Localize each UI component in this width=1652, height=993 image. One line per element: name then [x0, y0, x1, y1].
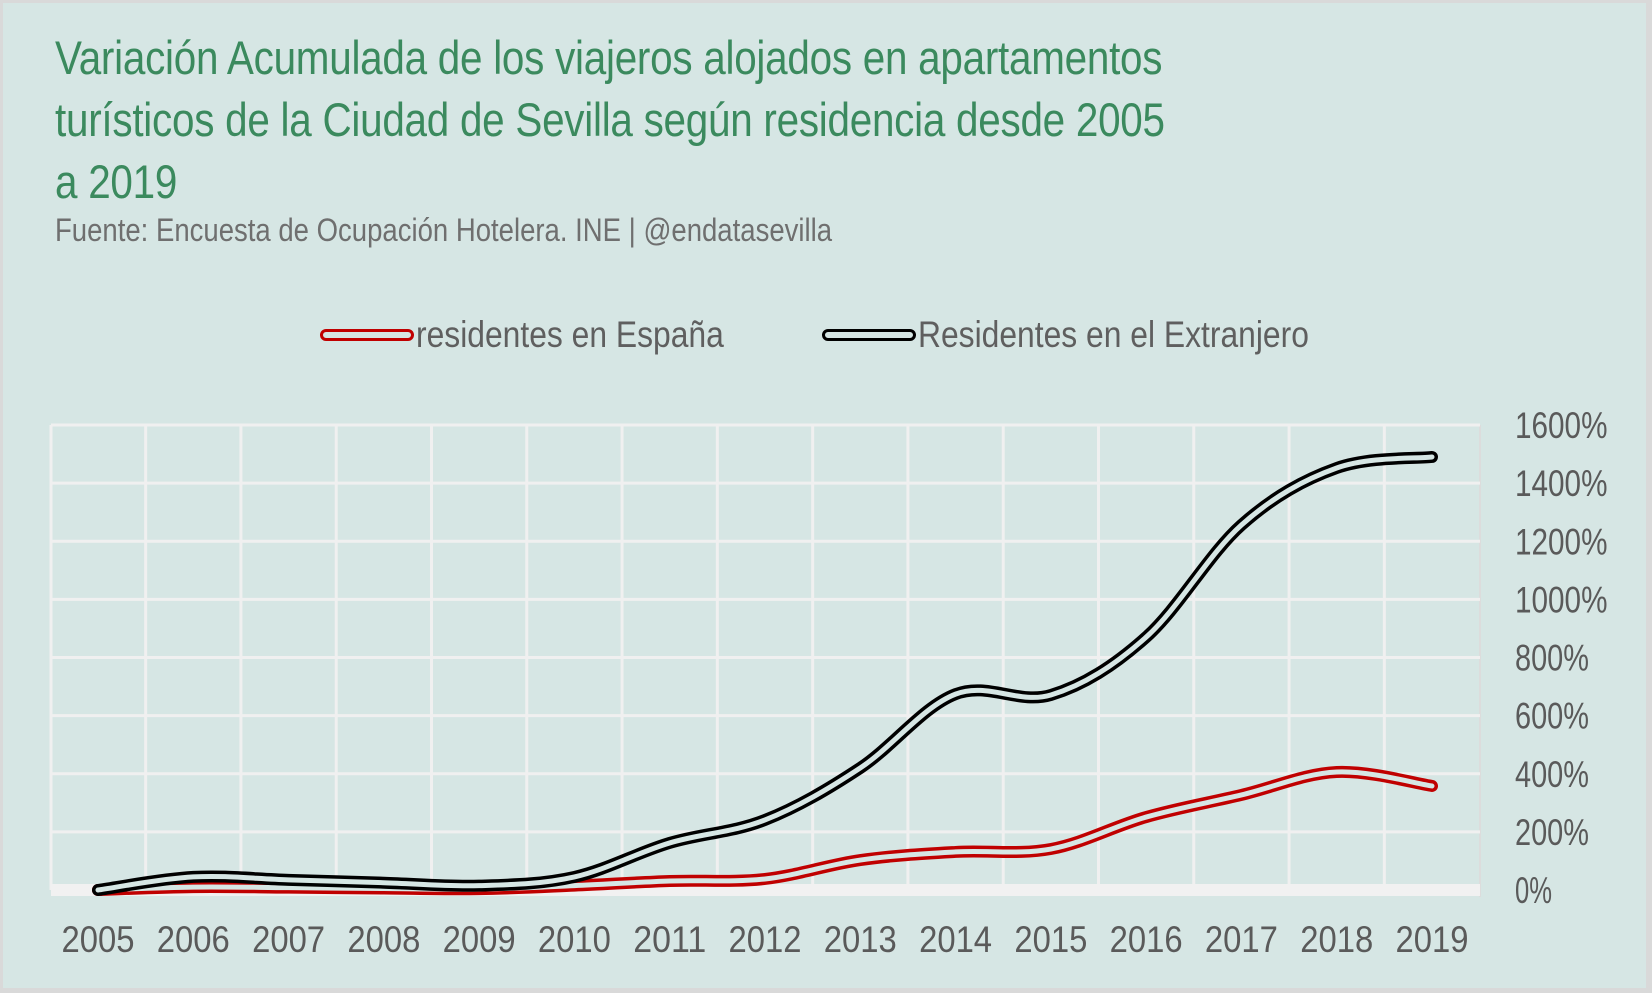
- x-tick-label: 2017: [1205, 919, 1278, 960]
- y-tick-label: 800%: [1515, 638, 1589, 679]
- y-tick-label: 1600%: [1515, 405, 1608, 446]
- y-tick-label: 200%: [1515, 812, 1589, 853]
- grid: [49, 423, 1481, 897]
- legend-label: residentes en España: [416, 314, 724, 355]
- legend-item-residentes-espana: residentes en España: [320, 313, 774, 357]
- chart-title-line-2: turísticos de la Ciudad de Sevilla según…: [55, 93, 1165, 146]
- x-axis: 2005 2006 2007 2008 2009 2010 2011 2012 2013 2014…: [62, 919, 1469, 960]
- x-tick-label: 2010: [538, 919, 611, 960]
- series-line-residentes-en-el-extranjero-outer: [92, 450, 1438, 896]
- x-tick-label: 2012: [729, 919, 802, 960]
- legend-swatch-black: [822, 329, 916, 341]
- y-tick-label: 600%: [1515, 696, 1589, 737]
- legend-swatch-red: [320, 329, 414, 341]
- x-tick-label: 2019: [1396, 919, 1469, 960]
- chart-frame: [3, 3, 1646, 988]
- x-tick-label: 2015: [1014, 919, 1087, 960]
- chart-title-line-1: Variación Acumulada de los viajeros aloj…: [55, 31, 1163, 84]
- x-tick-label: 2006: [157, 919, 230, 960]
- chart-subtitle: Fuente: Encuesta de Ocupación Hotelera. …: [55, 212, 833, 248]
- x-tick-label: 2018: [1300, 919, 1373, 960]
- x-tick-label: 2009: [443, 919, 516, 960]
- x-tick-label: 2005: [62, 919, 135, 960]
- series-layer: [92, 450, 1438, 896]
- x-tick-label: 2013: [824, 919, 897, 960]
- y-tick-label: 1400%: [1515, 463, 1608, 504]
- x-tick-label: 2014: [919, 919, 992, 960]
- x-tick-label: 2016: [1110, 919, 1183, 960]
- x-tick-label: 2007: [252, 919, 325, 960]
- legend-item-residentes-extranjero: Residentes en el Extranjero: [822, 313, 1373, 357]
- legend-label: Residentes en el Extranjero: [918, 314, 1309, 355]
- series-line-residentes-en-españa-inner: [95, 769, 1435, 893]
- y-tick-label: 1000%: [1515, 579, 1608, 620]
- y-tick-label: 400%: [1515, 754, 1589, 795]
- x-tick-label: 2011: [633, 919, 706, 960]
- y-tick-label: 0%: [1515, 870, 1552, 911]
- series-line-residentes-en-el-extranjero-inner: [95, 454, 1435, 893]
- chart-title-line-3: a 2019: [55, 155, 178, 208]
- x-tick-label: 2008: [347, 919, 420, 960]
- y-axis: 0% 200% 400% 600% 800% 1000% 1200% 1400% 1600%: [1515, 405, 1608, 911]
- y-tick-label: 1200%: [1515, 521, 1608, 562]
